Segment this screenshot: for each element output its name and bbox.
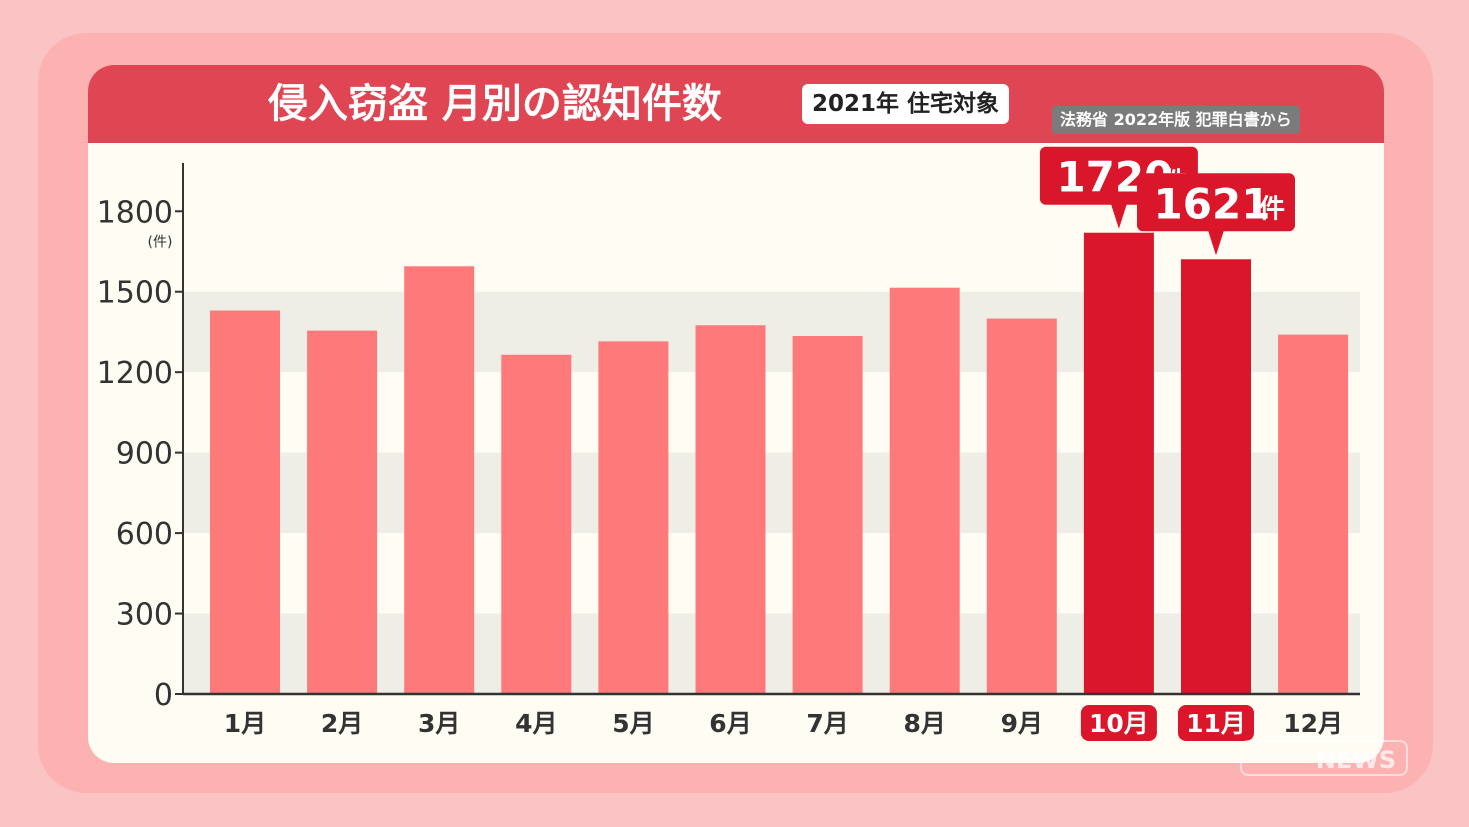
x-tick-label: 10月 <box>1089 709 1149 738</box>
plot-area <box>183 163 1360 694</box>
x-label-badge <box>1080 705 1157 741</box>
grid-band <box>183 613 1360 694</box>
bar-10 <box>1083 232 1154 694</box>
bar-8 <box>889 287 960 694</box>
x-tick-label: 6月 <box>709 709 751 738</box>
x-tick-label: 3月 <box>418 709 460 738</box>
y-tick-label: 600 <box>116 517 173 552</box>
bar-12 <box>1278 334 1349 694</box>
x-tick-label: 9月 <box>1001 709 1043 738</box>
x-tick-label: 5月 <box>612 709 654 738</box>
x-tick-label: 8月 <box>903 709 945 738</box>
y-tick-label: 1500 <box>97 276 173 311</box>
y-tick-label: 1800 <box>97 195 173 230</box>
x-tick-label: 11月 <box>1186 709 1246 738</box>
bar-11 <box>1181 259 1251 694</box>
callout-pointer <box>1208 230 1224 256</box>
bar-6 <box>695 325 766 694</box>
x-tick-label: 2月 <box>321 709 363 738</box>
bar-2 <box>307 330 378 694</box>
grid-band <box>183 291 1360 373</box>
bar-5 <box>598 341 669 694</box>
source-badge: 法務省 2022年版 犯罪白書から <box>1052 106 1300 134</box>
x-tick-label: 12月 <box>1283 709 1343 738</box>
x-tick-label: 4月 <box>515 709 557 738</box>
callout-box <box>1137 173 1295 232</box>
bar-7 <box>792 335 863 694</box>
grid-band <box>183 452 1360 534</box>
y-tick-label: 0 <box>154 678 173 713</box>
chart-title: 侵入窃盗 月別の認知件数 <box>268 81 722 127</box>
y-tick-label: 1200 <box>97 356 173 391</box>
callout-unit: 件 <box>1259 194 1285 224</box>
chart-subtitle-badge: 2021年 住宅対象 <box>802 84 1010 124</box>
x-tick-label: 7月 <box>806 709 848 738</box>
bar-9 <box>986 318 1057 694</box>
x-label-badge <box>1178 705 1254 741</box>
callout-value: 1621 <box>1154 179 1271 228</box>
y-tick-label: 300 <box>116 598 173 633</box>
y-tick-label: 900 <box>116 437 173 472</box>
news-watermark: NEWS <box>1240 740 1408 776</box>
y-unit-label: (件) <box>148 234 173 250</box>
callout-pointer <box>1110 203 1127 229</box>
bar-3 <box>404 266 475 694</box>
bar-1 <box>210 310 280 694</box>
x-tick-label: 1月 <box>224 709 266 738</box>
bar-4 <box>501 354 572 694</box>
